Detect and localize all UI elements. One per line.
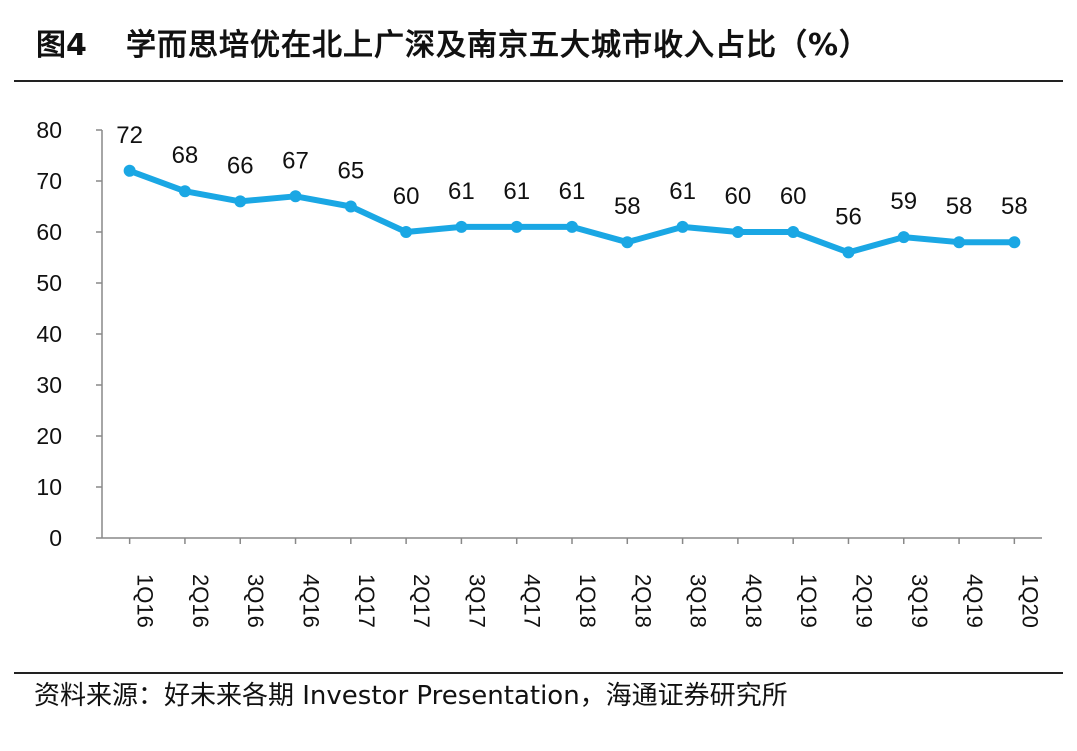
data-label: 72 [116,122,143,149]
data-label: 61 [448,178,475,205]
data-label: 61 [669,178,696,205]
data-label: 68 [172,142,199,169]
figure-header: 图4 学而思培优在北上广深及南京五大城市收入占比（%） [14,18,1064,78]
title-divider [14,80,1063,82]
chart-title: 学而思培优在北上广深及南京五大城市收入占比（%） [126,28,871,63]
data-label: 65 [337,158,364,185]
x-tick-label: 3Q16 [243,574,268,628]
y-tick-label: 60 [36,219,62,245]
data-label: 61 [559,178,586,205]
x-tick-label: 4Q18 [741,574,766,628]
x-tick-label: 1Q18 [575,574,600,628]
data-label: 59 [890,188,917,215]
y-tick-label: 30 [36,372,62,398]
data-label: 60 [725,183,752,210]
data-label: 60 [393,183,420,210]
data-label: 58 [946,193,973,220]
data-label: 66 [227,152,254,179]
data-point [289,190,302,203]
data-label: 58 [1001,193,1028,220]
data-label: 61 [503,178,530,205]
x-tick-label: 2Q17 [409,574,434,628]
line-chart: 0 10 20 30 40 50 60 70 80 1Q16 2Q16 3Q16 4Q16 1Q17 2Q1… [36,117,1042,628]
x-tick-label: 1Q17 [354,574,379,628]
x-tick-label: 4Q16 [299,574,324,628]
y-tick-label: 40 [36,321,62,347]
data-point [344,200,357,213]
data-point [566,220,578,233]
x-tick-label: 2Q19 [851,574,876,628]
y-tick-label: 10 [36,474,62,500]
y-tick-label: 0 [49,525,62,551]
data-point [621,236,634,249]
x-tick-label: 2Q16 [188,574,213,628]
x-tick-label: 3Q17 [464,574,489,628]
x-tick-label: 1Q19 [796,574,821,628]
data-label: 67 [282,147,309,174]
x-tick-label: 1Q20 [1017,574,1042,628]
x-tick-label: 3Q18 [686,574,711,628]
y-tick-label: 80 [36,117,62,143]
data-point [1008,236,1021,249]
source-note: 资料来源：好未来各期 Investor Presentation，海通证券研究所 [34,681,788,711]
chart-area: 0 10 20 30 40 50 60 70 80 1Q16 2Q16 3Q16 4Q16 1Q17 2Q1… [0,84,1077,670]
data-point [234,195,247,208]
data-point [400,226,413,238]
y-tick-label: 20 [36,423,62,449]
data-point [510,220,523,233]
x-tick-label: 2Q18 [630,574,655,628]
data-label: 60 [780,183,807,210]
x-tick-label: 4Q19 [962,574,987,628]
data-label: 58 [614,193,641,220]
data-point [842,246,855,259]
x-tick-label: 4Q17 [520,574,545,628]
data-point [455,220,468,233]
y-tick-label: 70 [36,168,62,194]
x-tick-label: 3Q19 [907,574,932,628]
data-point [731,226,744,238]
data-point [787,226,800,238]
data-point [953,236,966,249]
y-tick-label: 50 [36,270,62,296]
data-point [178,185,191,198]
x-tick-label: 1Q16 [133,574,158,628]
data-point [676,220,689,233]
source-divider [14,672,1063,674]
data-point [897,231,910,244]
figure-label: 图4 [36,28,87,63]
data-point [123,164,136,177]
data-label: 56 [835,203,862,230]
